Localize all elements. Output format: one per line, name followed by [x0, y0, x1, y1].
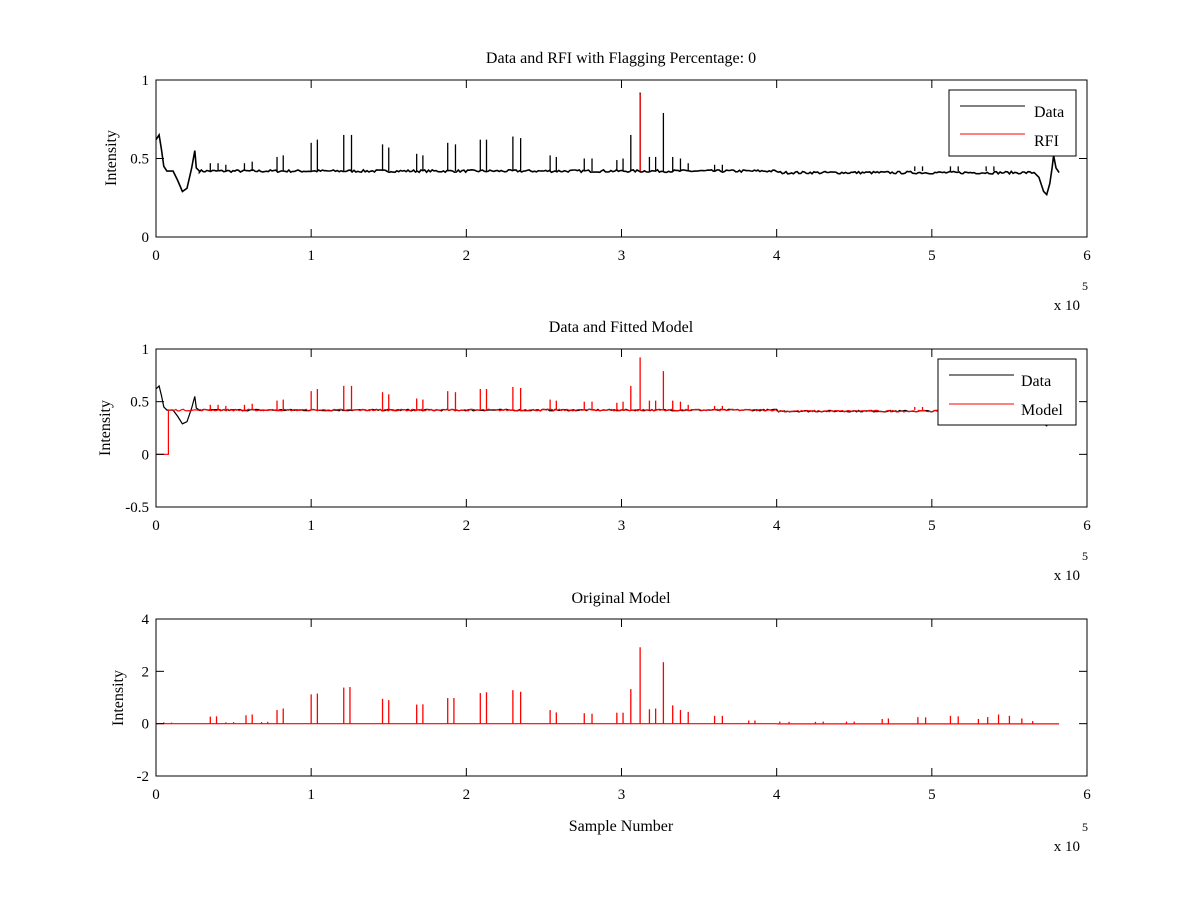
series-line — [156, 408, 1027, 455]
plot-area — [156, 647, 1060, 725]
axis-ticks: 0 1 2 3 4 5 6 0 0.5 1 — [130, 73, 1091, 264]
legend: Data Model — [937, 358, 1077, 426]
x-multiplier: x 10 — [1054, 839, 1080, 855]
y-tick-label: 2 — [142, 664, 150, 680]
panel-title: Original Model — [571, 590, 671, 607]
y-axis-label: Intensity — [110, 670, 127, 726]
x-tick-label: 6 — [1083, 248, 1091, 264]
y-tick-label: 0 — [142, 447, 150, 463]
series-data — [155, 92, 1060, 197]
legend-box — [948, 89, 1077, 157]
x-tick-label: 0 — [152, 787, 160, 803]
x-multiplier: x 10 — [1054, 568, 1080, 584]
panel-data-and-fitted-model: Data and Fitted Model Intensity 0 1 2 3 4 5 6 -… — [97, 319, 1091, 584]
legend: Data RFI — [948, 89, 1077, 157]
y-tick-label: 1 — [142, 342, 150, 358]
x-tick-label: 5 — [928, 518, 936, 534]
plot-area — [155, 357, 1060, 455]
legend-entry-data: Data — [1021, 373, 1051, 390]
y-tick-label: 4 — [142, 612, 150, 628]
x-multiplier: x 10 — [1054, 298, 1080, 314]
y-tick-label: -0.5 — [125, 500, 149, 516]
series-original-model — [156, 647, 1060, 725]
x-tick-label: 4 — [773, 787, 781, 803]
x-tick-label: 1 — [307, 787, 315, 803]
x-tick-label: 1 — [307, 518, 315, 534]
y-axis-label: Intensity — [97, 400, 114, 456]
x-tick-label: 3 — [618, 518, 626, 534]
panel-data-and-rfi: Data and RFI with Flagging Percentage: 0… — [103, 50, 1091, 314]
x-tick-label: 3 — [618, 787, 626, 803]
x-tick-label: 6 — [1083, 518, 1091, 534]
legend-entry-model: Model — [1021, 402, 1063, 419]
y-tick-label: 0 — [142, 230, 150, 246]
x-tick-label: 0 — [152, 248, 160, 264]
x-tick-label: 1 — [307, 248, 315, 264]
x-tick-label: 5 — [928, 248, 936, 264]
x-axis-label: Sample Number — [569, 818, 674, 835]
series-model — [156, 357, 1027, 455]
axis-ticks: 0 1 2 3 4 5 6-0.500.51 — [125, 342, 1091, 534]
series-line — [155, 132, 1060, 197]
x-tick-label: 4 — [773, 518, 781, 534]
x-tick-label: 2 — [463, 787, 471, 803]
y-axis-label: Intensity — [103, 130, 120, 186]
x-tick-label: 0 — [152, 518, 160, 534]
x-tick-label: 2 — [463, 518, 471, 534]
legend-entry-data: Data — [1034, 104, 1064, 121]
y-tick-label: 0.5 — [130, 152, 149, 168]
x-tick-label: 6 — [1083, 787, 1091, 803]
x-multiplier-exponent: 5 — [1082, 279, 1088, 293]
y-tick-label: 0.5 — [130, 395, 149, 411]
x-tick-label: 2 — [463, 248, 471, 264]
x-tick-label: 3 — [618, 248, 626, 264]
y-tick-label: 0 — [142, 717, 150, 733]
panel-title: Data and Fitted Model — [549, 319, 694, 336]
x-multiplier-exponent: 5 — [1082, 549, 1088, 563]
y-tick-label: 1 — [142, 73, 150, 89]
panel-title: Data and RFI with Flagging Percentage: 0 — [486, 50, 756, 67]
legend-entry-rfi: RFI — [1034, 133, 1059, 150]
legend-box — [937, 358, 1077, 426]
x-tick-label: 5 — [928, 787, 936, 803]
y-tick-label: -2 — [137, 769, 150, 785]
plot-area — [155, 92, 1060, 197]
x-multiplier-exponent: 5 — [1082, 820, 1088, 834]
x-tick-label: 4 — [773, 248, 781, 264]
